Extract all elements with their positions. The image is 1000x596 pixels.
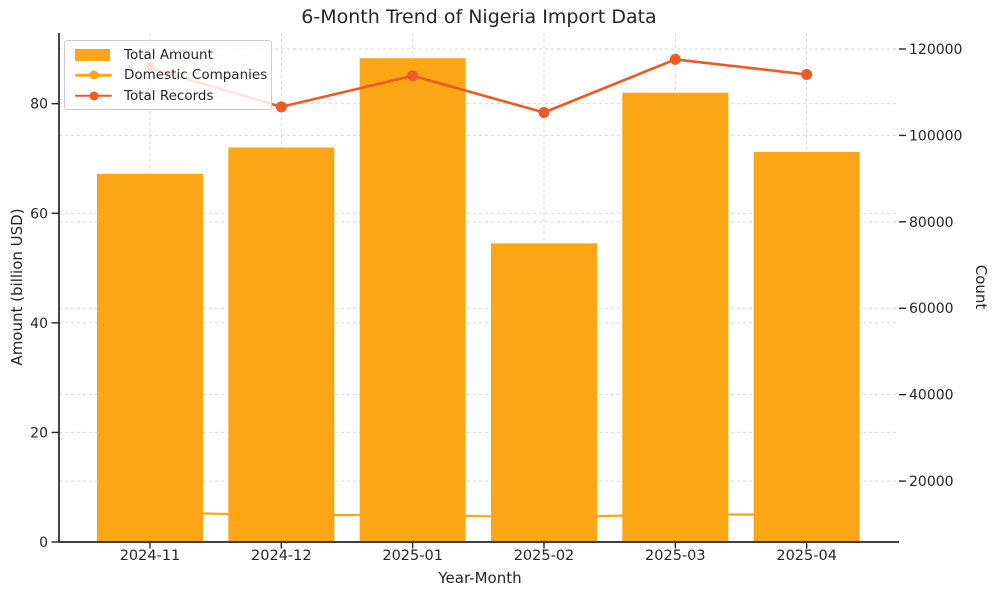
legend-label: Domestic Companies [124,67,268,83]
left-y-tick-label: 60 [30,206,48,222]
legend-item-domestic-companies: Domestic Companies [65,65,271,85]
marker-domestic-companies [539,513,548,522]
marker-domestic-companies [671,510,680,519]
marker-total-records [669,53,681,65]
marker-domestic-companies [408,510,417,519]
right-y-tick-label: 120000 [909,42,962,58]
x-tick-label: 2025-02 [514,548,575,564]
legend-item-total-records: Total Records [65,86,271,106]
line-marker-icon [75,91,115,100]
x-tick-label: 2024-11 [120,548,181,564]
left-y-tick-label: 20 [30,425,48,441]
x-tick-label: 2025-04 [776,548,837,564]
left-y-axis-label: Amount (billion USD) [8,208,26,366]
left-y-tick-label: 0 [39,535,48,551]
bar-total-amount [753,151,860,542]
x-tick-label: 2025-01 [382,548,443,564]
right-y-tick-label: 40000 [909,388,954,404]
legend-item-total-amount: Total Amount [65,45,271,65]
right-y-axis-label: Count [972,264,990,310]
bar-total-amount [622,92,729,543]
legend-label: Total Amount [124,46,213,63]
marker-total-records [275,101,287,113]
marker-domestic-companies [146,508,154,517]
left-y-tick-label: 80 [30,97,48,113]
x-tick-label: 2025-03 [645,548,706,564]
bar-swatch-icon [75,48,115,61]
line-marker-icon [75,70,115,80]
marker-domestic-companies [277,511,286,520]
right-y-tick-label: 20000 [909,474,954,490]
marker-total-records [407,70,419,82]
bar-total-amount [228,147,335,543]
bar-total-amount [359,58,466,543]
right-y-tick-label: 100000 [909,128,962,144]
legend: Total Amount Domestic Companies Total Re… [64,40,272,110]
marker-total-records [801,68,813,80]
x-tick-label: 2024-12 [251,548,312,564]
bar-total-amount [97,173,203,542]
left-y-tick-label: 40 [30,316,48,332]
legend-label: Total Records [124,87,214,104]
x-axis-label: Year-Month [438,569,522,587]
right-y-tick-label: 60000 [909,301,954,317]
right-y-tick-label: 80000 [909,215,954,231]
marker-domestic-companies [802,510,811,519]
chart-title: 6-Month Trend of Nigeria Import Data [301,6,657,28]
bar-total-amount [490,243,597,542]
line-domestic-companies [148,511,808,519]
marker-total-records [538,107,550,119]
